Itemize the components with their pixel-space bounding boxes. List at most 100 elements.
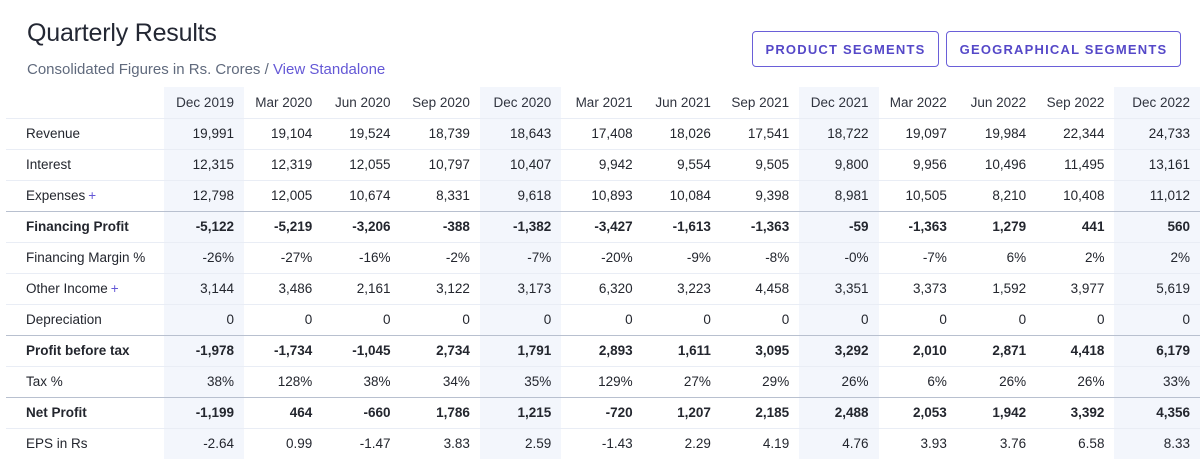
- header-label-cell: [6, 87, 164, 118]
- table-cell: 6,320: [561, 272, 643, 304]
- table-cell: -2.64: [163, 427, 244, 459]
- table-cell: 0: [720, 303, 800, 335]
- table-cell: 10,505: [878, 179, 957, 211]
- table-cell: 1,215: [479, 396, 562, 428]
- row-label-text: EPS in Rs: [26, 436, 88, 452]
- table-cell: 8.33: [1114, 427, 1200, 459]
- table-cell: 3,351: [799, 272, 879, 304]
- table-cell: 2,488: [799, 396, 879, 428]
- table-cell: 35%: [479, 365, 562, 397]
- table-cell: 3,392: [1036, 396, 1115, 428]
- row-label-text: Financing Margin %: [26, 250, 146, 265]
- column-header: Jun 2022: [970, 94, 1027, 110]
- column-header: Mar 2020: [255, 94, 313, 110]
- table-cell: -660: [322, 396, 401, 428]
- table-cell: 1,791: [479, 334, 562, 366]
- table-cell: 0.99: [243, 427, 323, 459]
- table-cell: 26%: [956, 365, 1037, 397]
- row-label[interactable]: Other Income +: [6, 272, 164, 304]
- table-cell: 12,315: [163, 148, 244, 180]
- column-header: Sep 2022: [1046, 94, 1105, 110]
- table-cell: 12,798: [163, 179, 244, 211]
- table-cell: 8,331: [400, 179, 480, 211]
- table-cell: -2%: [400, 241, 480, 273]
- table-cell: 4,458: [720, 272, 800, 304]
- row-label: Financing Margin %: [6, 241, 164, 273]
- row-label: Revenue: [6, 117, 164, 149]
- table-cell: -1,363: [720, 210, 800, 242]
- table-cell: 10,797: [400, 148, 480, 180]
- table-cell: -7%: [479, 241, 562, 273]
- table-cell: 3,144: [163, 272, 244, 304]
- table-cell: 5,619: [1114, 272, 1200, 304]
- table-cell: 34%: [400, 365, 480, 397]
- table-cell: 3.83: [400, 427, 480, 459]
- table-row: Tax % 38% 128% 38% 34% 35% 129% 27% 29% 26% 6% 26% 2…: [6, 365, 1200, 397]
- table-cell: 19,991: [163, 117, 244, 149]
- table-cell: 33%: [1114, 365, 1200, 397]
- table-cell: -7%: [878, 241, 957, 273]
- table-cell: -1,978: [163, 334, 244, 366]
- table-cell: -3,206: [322, 210, 401, 242]
- table-cell: 2,161: [322, 272, 401, 304]
- table-cell: 12,319: [243, 148, 323, 180]
- column-header: Dec 2020: [479, 87, 562, 118]
- table-row: Net Profit -1,199 464 -660 1,786 1,215 -720 1,2…: [6, 396, 1200, 428]
- table-cell: 4.19: [720, 427, 800, 459]
- table-cell: 3,095: [720, 334, 800, 366]
- column-header: Mar 2022: [889, 94, 947, 110]
- column-header: Sep 2020: [412, 94, 470, 110]
- table-cell: 6%: [878, 365, 957, 397]
- row-label: Net Profit: [6, 396, 164, 428]
- table-cell: 0: [243, 303, 323, 335]
- row-label-text: Profit before tax: [26, 343, 130, 358]
- table-cell: 9,800: [799, 148, 879, 180]
- table-cell: 1,611: [642, 334, 721, 366]
- table-cell: 18,026: [642, 117, 721, 149]
- table-cell: -3,427: [561, 210, 643, 242]
- table-cell: 1,279: [956, 210, 1037, 242]
- table-cell: 6%: [956, 241, 1037, 273]
- view-standalone-link[interactable]: View Standalone: [272, 61, 386, 78]
- table-cell: 3.76: [956, 427, 1037, 459]
- table-cell: 3,373: [878, 272, 957, 304]
- table-cell: -9%: [642, 241, 721, 273]
- column-header: Dec 2019: [163, 87, 244, 118]
- column-header: Sep 2021: [731, 94, 790, 110]
- table-cell: 0: [799, 303, 879, 335]
- table-cell: -8%: [720, 241, 800, 273]
- row-label-text: Financing Profit: [26, 219, 129, 234]
- table-cell: 9,398: [720, 179, 800, 211]
- table-cell: 11,012: [1114, 179, 1200, 211]
- table-cell: 6,179: [1114, 334, 1200, 366]
- table-cell: 128%: [243, 365, 323, 397]
- table-cell: -5,122: [163, 210, 244, 242]
- row-label[interactable]: Expenses +: [6, 179, 164, 211]
- table-cell: 2.29: [642, 427, 721, 459]
- geographical-segments-button[interactable]: GEOGRAPHICAL SEGMENTS: [946, 31, 1181, 67]
- row-label-text: Revenue: [26, 126, 81, 141]
- table-cell: 2%: [1114, 241, 1200, 273]
- table-cell: -720: [561, 396, 643, 428]
- table-cell: 0: [322, 303, 401, 335]
- row-label: Tax %: [6, 365, 164, 397]
- row-label-text: Interest: [26, 157, 72, 172]
- table-cell: 38%: [322, 365, 401, 397]
- table-cell: -1.47: [322, 427, 401, 459]
- table-cell: 8,981: [799, 179, 879, 211]
- table-cell: 19,524: [322, 117, 401, 149]
- product-segments-button[interactable]: PRODUCT SEGMENTS: [752, 31, 939, 67]
- expand-plus-icon[interactable]: +: [88, 188, 97, 203]
- table-cell: 1,592: [956, 272, 1037, 304]
- row-label-text: Tax %: [26, 374, 63, 389]
- table-cell: 26%: [799, 365, 879, 397]
- column-header: Jun 2021: [655, 94, 711, 110]
- row-label-text: Depreciation: [26, 312, 102, 327]
- table-cell: -1,363: [878, 210, 957, 242]
- table-row: Revenue 19,991 19,104 19,524 18,739 18,643 17,…: [6, 117, 1200, 149]
- table-cell: -59: [799, 210, 879, 242]
- table-cell: 9,942: [561, 148, 643, 180]
- table-cell: 441: [1036, 210, 1115, 242]
- expand-plus-icon[interactable]: +: [110, 281, 119, 296]
- column-header: Jun 2020: [335, 94, 391, 110]
